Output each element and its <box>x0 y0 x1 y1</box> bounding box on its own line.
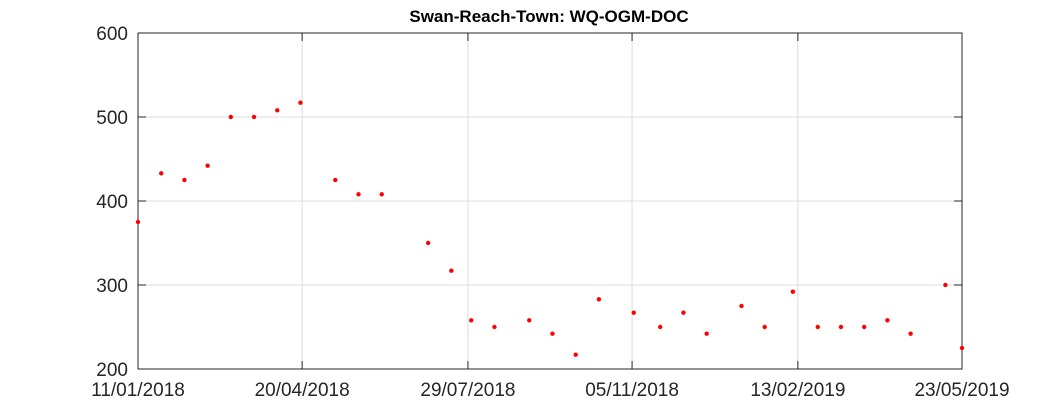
data-point <box>762 324 767 330</box>
y-tick-label: 200 <box>96 360 128 381</box>
data-points <box>135 100 965 357</box>
data-point <box>135 219 141 225</box>
data-point <box>425 240 431 246</box>
data-point <box>356 192 361 197</box>
data-point <box>838 324 844 330</box>
data-point <box>815 324 820 330</box>
data-point <box>251 114 257 120</box>
axis-ticks <box>137 32 963 370</box>
x-tick-label: 23/05/2019 <box>914 380 1009 401</box>
data-point <box>704 331 709 336</box>
data-point <box>943 282 948 288</box>
x-axis-tick-labels: 11/01/2018 20/04/2018 29/07/2018 05/11/2018… <box>91 380 1009 401</box>
data-point <box>379 192 384 197</box>
data-point <box>275 108 280 113</box>
data-point <box>182 177 187 183</box>
x-tick-label: 13/02/2019 <box>750 380 845 401</box>
data-point <box>631 310 636 315</box>
y-tick-label: 500 <box>96 108 128 129</box>
x-tick-label: 05/11/2018 <box>585 380 679 401</box>
data-point <box>333 177 338 183</box>
y-tick-label: 300 <box>96 276 128 297</box>
x-tick-label: 11/01/2018 <box>91 380 185 401</box>
data-point <box>790 289 796 294</box>
data-point <box>449 268 454 273</box>
data-point <box>885 318 890 323</box>
data-point <box>228 114 234 120</box>
y-tick-label: 400 <box>96 192 128 213</box>
data-point <box>596 297 602 302</box>
data-point <box>861 324 867 330</box>
data-point <box>658 324 663 330</box>
data-point <box>492 324 497 330</box>
y-axis-tick-labels: 200 300 400 500 600 <box>96 24 128 381</box>
data-point <box>469 318 474 323</box>
data-point <box>205 163 210 168</box>
data-point <box>550 331 555 336</box>
data-point <box>527 318 532 323</box>
data-point <box>573 352 578 357</box>
data-point <box>681 310 686 315</box>
data-point <box>298 100 303 105</box>
y-tick-label: 600 <box>96 24 128 45</box>
x-tick-label: 20/04/2018 <box>255 380 350 401</box>
chart-title: Swan-Reach-Town: WQ-OGM-DOC <box>409 7 688 26</box>
data-point <box>959 345 965 351</box>
x-tick-label: 29/07/2018 <box>420 380 515 401</box>
data-point <box>159 171 164 176</box>
grid-lines <box>137 32 963 370</box>
data-point <box>908 331 913 336</box>
data-point <box>739 303 744 309</box>
